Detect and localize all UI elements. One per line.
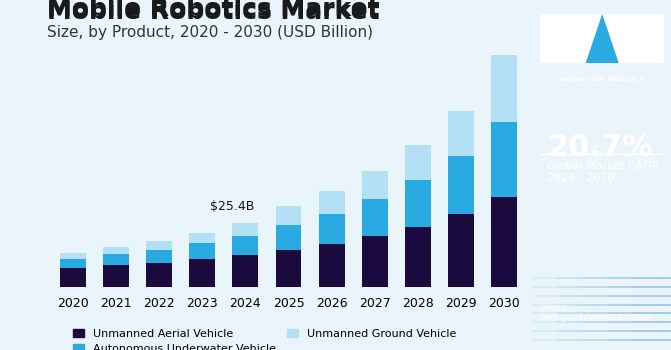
Polygon shape — [586, 14, 619, 63]
Bar — [232, 223, 258, 236]
Legend: Unmanned Aerial Vehicle, Autonomous Underwater Vehicle, Unmanned Ground Vehicle: Unmanned Aerial Vehicle, Autonomous Unde… — [68, 324, 460, 350]
Bar — [405, 180, 431, 227]
Bar — [362, 236, 388, 287]
Text: 20.7%: 20.7% — [548, 133, 653, 162]
Bar — [103, 247, 129, 254]
Bar — [146, 250, 172, 262]
Bar — [232, 236, 258, 255]
Bar — [276, 206, 301, 225]
Bar — [405, 145, 431, 180]
FancyBboxPatch shape — [540, 14, 664, 63]
Bar — [448, 156, 474, 214]
Bar — [103, 254, 129, 265]
Bar — [491, 122, 517, 197]
Bar — [491, 197, 517, 287]
Text: Size, by Product, 2020 - 2030 (USD Billion): Size, by Product, 2020 - 2030 (USD Billi… — [47, 25, 373, 40]
Bar — [362, 171, 388, 199]
Bar — [60, 253, 86, 259]
Bar — [491, 55, 517, 122]
Bar — [448, 214, 474, 287]
Bar — [319, 214, 345, 244]
Bar — [60, 268, 86, 287]
Bar — [448, 111, 474, 156]
Bar — [189, 259, 215, 287]
Bar — [276, 225, 301, 250]
Bar — [319, 244, 345, 287]
Text: Mobile Robotics Market: Mobile Robotics Market — [47, 0, 380, 21]
Bar — [362, 199, 388, 236]
Bar — [189, 243, 215, 259]
Bar — [146, 262, 172, 287]
Text: Mobile Robotics Market: Mobile Robotics Market — [47, 0, 380, 24]
Text: GRAND VIEW RESEARCH: GRAND VIEW RESEARCH — [560, 77, 645, 82]
Bar — [146, 241, 172, 250]
Bar — [405, 227, 431, 287]
Text: Source:
www.grandviewresearch.com: Source: www.grandviewresearch.com — [540, 303, 653, 322]
Bar — [276, 250, 301, 287]
Bar — [103, 265, 129, 287]
Bar — [60, 259, 86, 268]
Bar — [189, 233, 215, 243]
Bar — [232, 255, 258, 287]
Text: $25.4B: $25.4B — [210, 200, 254, 213]
Text: Global Market CAGR,
2025 - 2030: Global Market CAGR, 2025 - 2030 — [548, 161, 663, 183]
Bar — [319, 191, 345, 214]
